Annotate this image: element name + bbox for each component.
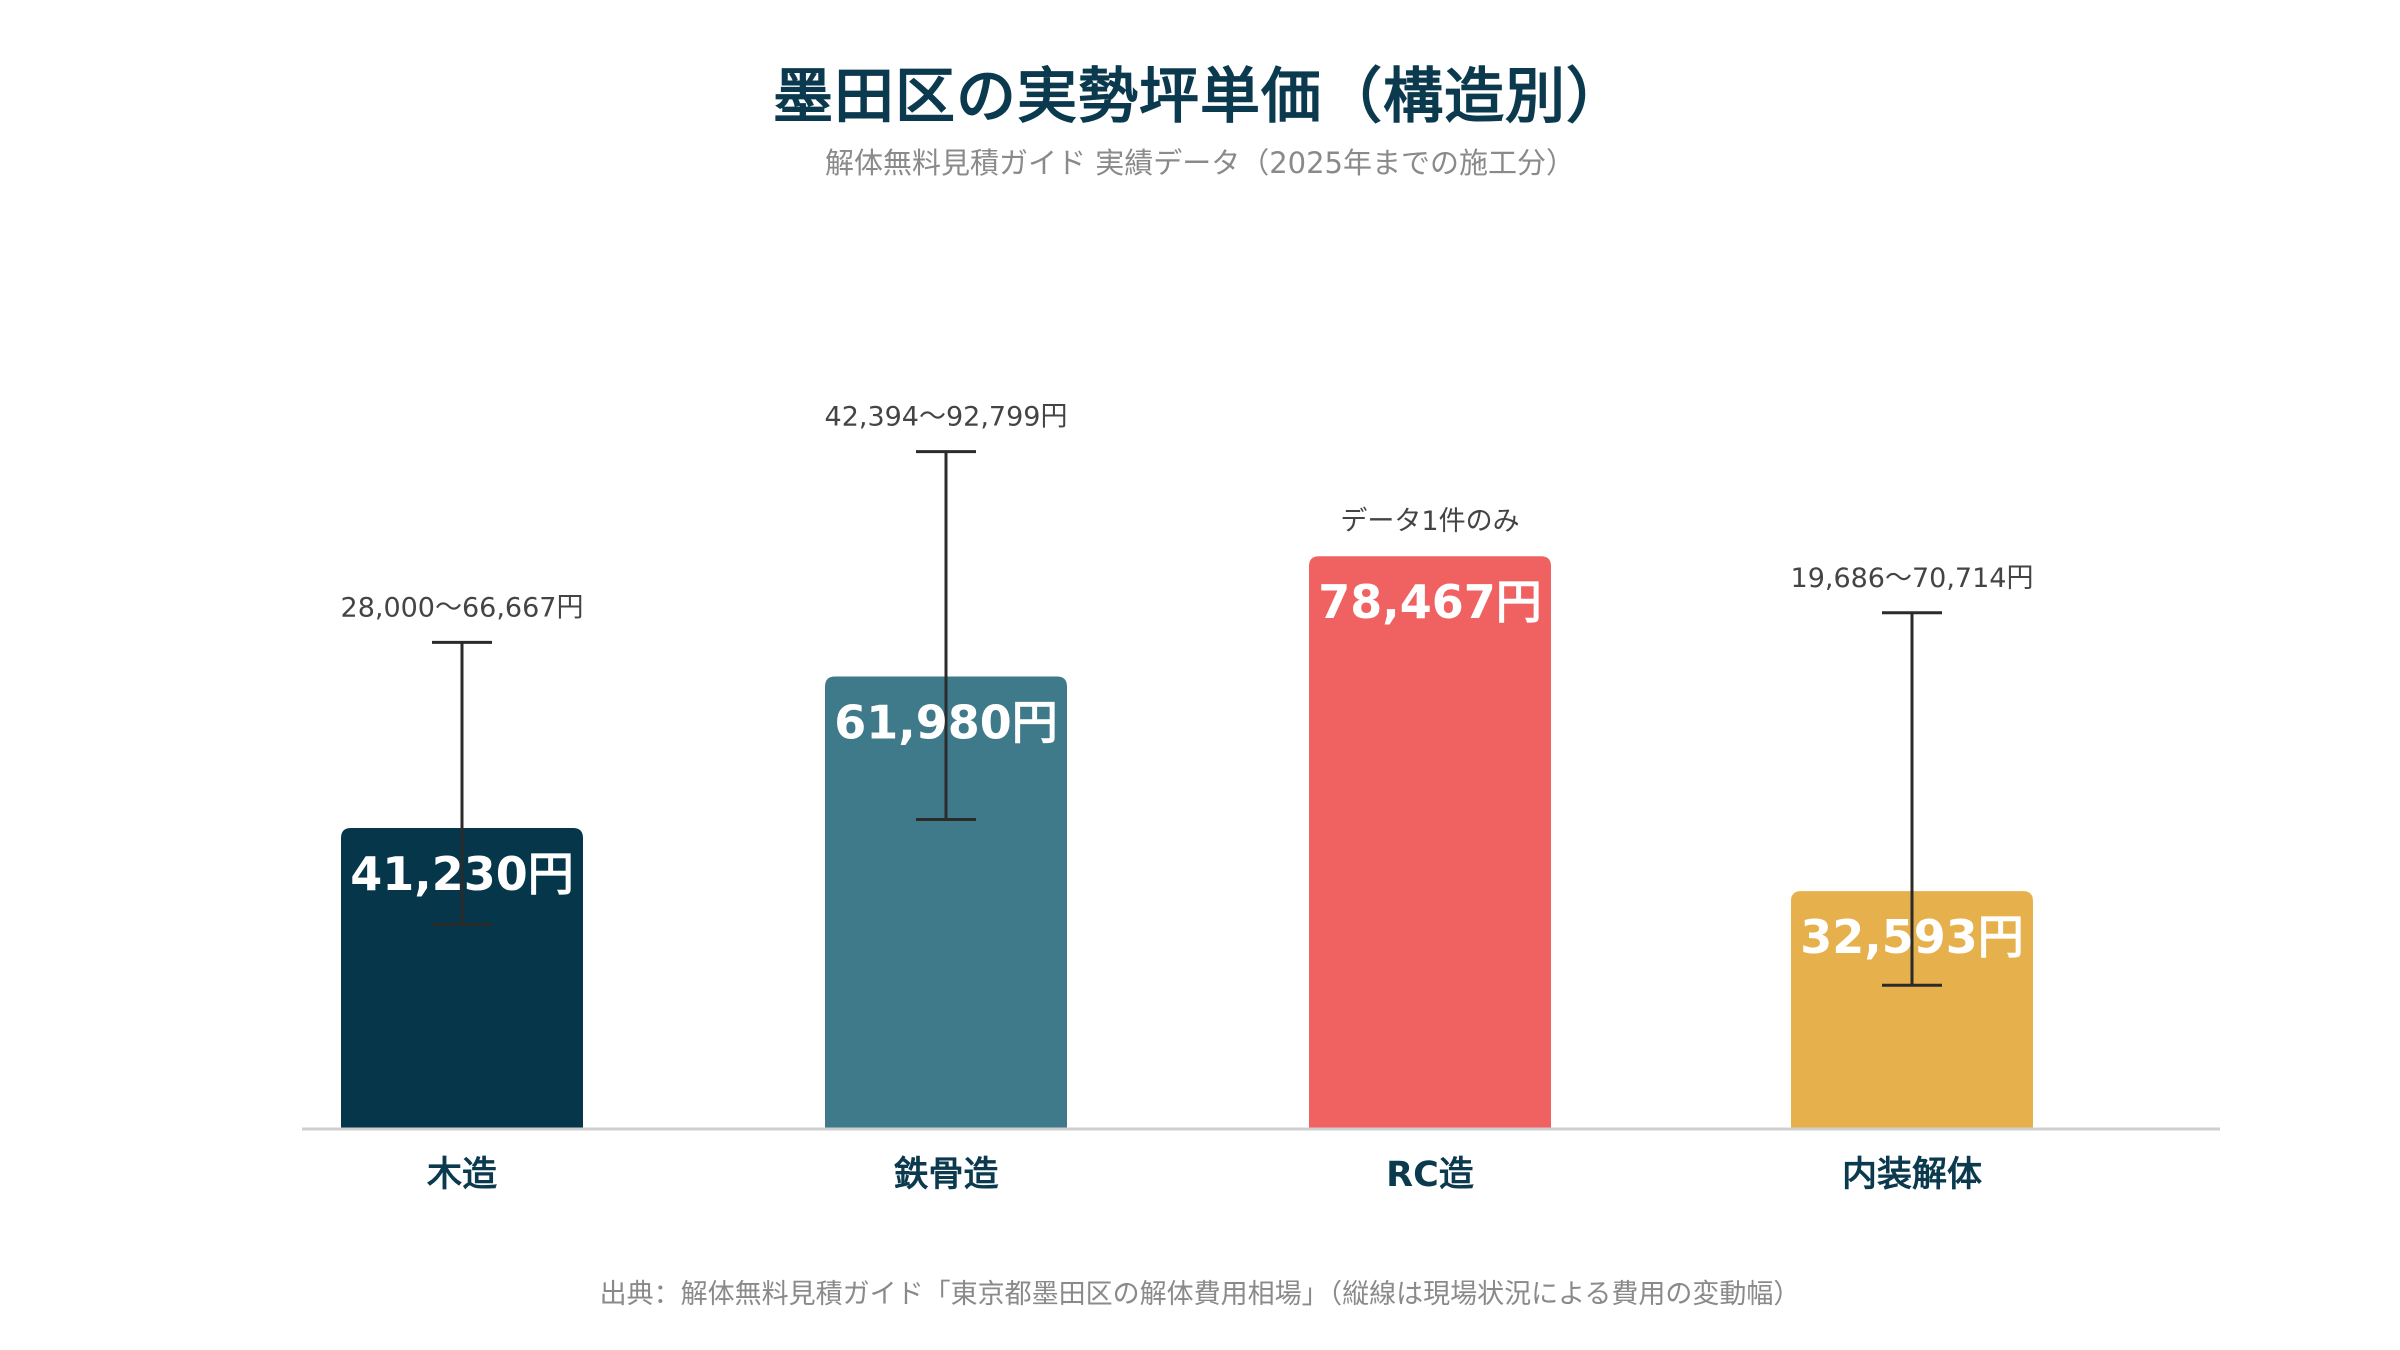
range-label-4: 19,686〜70,714円 bbox=[1791, 563, 2034, 594]
bar-2 bbox=[825, 676, 1067, 1129]
bar-1 bbox=[341, 828, 583, 1129]
category-label-4: 内装解体 bbox=[1842, 1155, 1982, 1195]
value-label-2: 61,980円 bbox=[834, 696, 1058, 750]
category-label-2: 鉄骨造 bbox=[893, 1154, 998, 1195]
value-label-4: 32,593円 bbox=[1800, 910, 2024, 964]
range-label-2: 42,394〜92,799円 bbox=[825, 402, 1068, 433]
category-label-1: 木造 bbox=[427, 1155, 497, 1195]
range-label-3: データ1件のみ bbox=[1340, 506, 1519, 537]
category-label-3: RC造 bbox=[1386, 1155, 1474, 1195]
chart-source: 出典：解体無料見積ガイド「東京都墨田区の解体費用相場」（縦線は現場状況による費用… bbox=[599, 1279, 1801, 1310]
range-label-1: 28,000〜66,667円 bbox=[341, 592, 584, 623]
chart-title: 墨田区の実勢坪単価（構造別） bbox=[773, 62, 1627, 132]
bar-3 bbox=[1309, 556, 1551, 1129]
chart-subtitle: 解体無料見積ガイド 実績データ（2025年までの施工分） bbox=[824, 146, 1576, 180]
error-bars-layer bbox=[432, 450, 1942, 987]
value-label-1: 41,230円 bbox=[350, 847, 574, 901]
bar-4 bbox=[1791, 891, 2033, 1129]
value-label-3: 78,467円 bbox=[1318, 575, 1542, 629]
bars-layer bbox=[341, 556, 2033, 1129]
